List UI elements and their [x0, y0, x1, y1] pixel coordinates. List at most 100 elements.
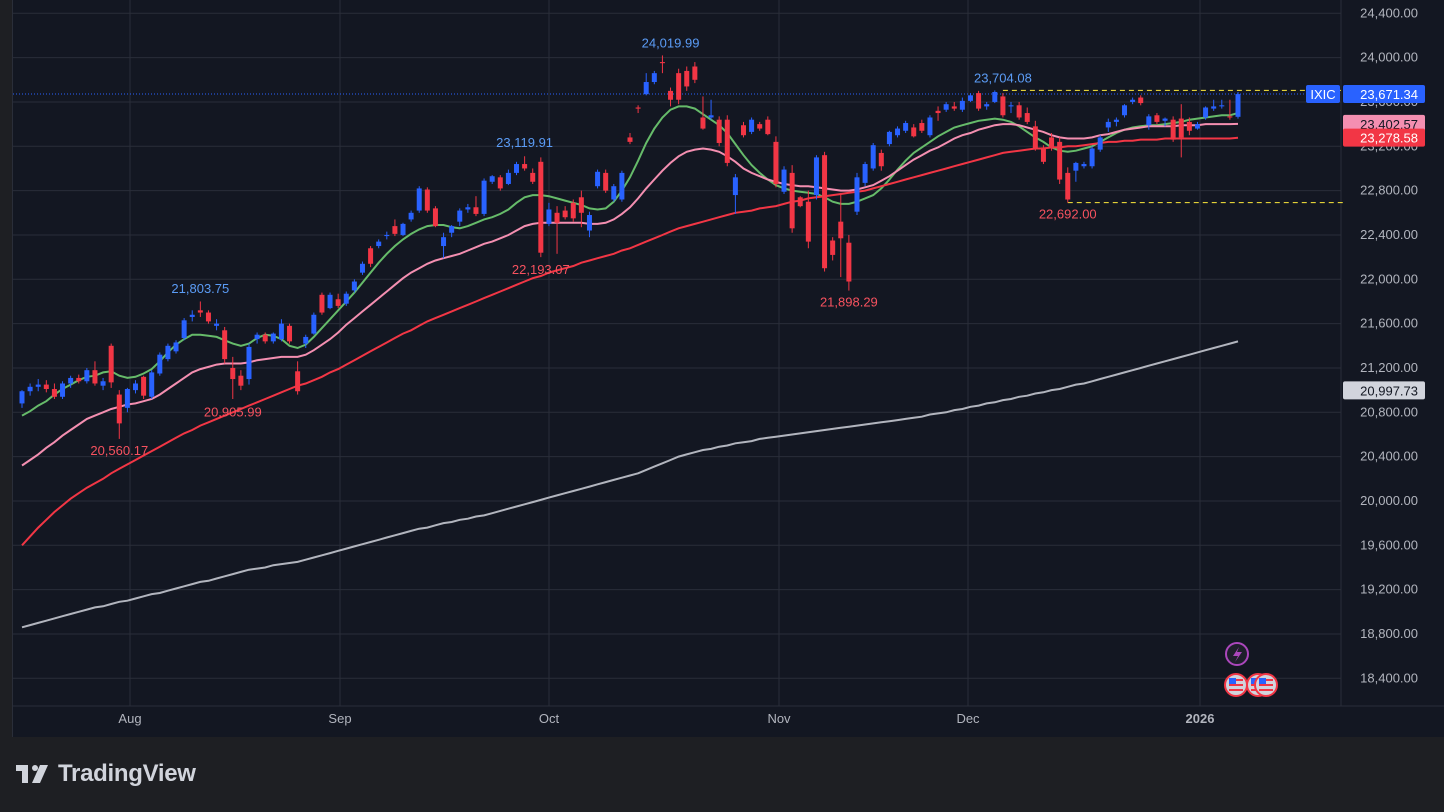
candle [295, 361, 301, 395]
candle [100, 377, 106, 391]
candle-body [400, 223, 406, 235]
candle [1146, 114, 1152, 130]
y-tick-label: 24,000.00 [1360, 50, 1418, 65]
candle-body [838, 221, 844, 239]
candle-body [676, 73, 682, 100]
candle-body [522, 164, 528, 169]
candle-body [919, 123, 925, 131]
candle [1178, 104, 1184, 158]
candle [1162, 117, 1168, 127]
x-tick-label: Dec [956, 711, 980, 726]
candle-body [473, 207, 479, 214]
x-tick-label: Oct [539, 711, 560, 726]
candle [846, 234, 852, 291]
candle-body [424, 189, 430, 211]
candle [992, 90, 998, 104]
candle-body [1194, 124, 1200, 129]
candle [359, 261, 365, 275]
candle-body [43, 384, 49, 390]
candle-body [1235, 94, 1241, 117]
candle [473, 196, 479, 217]
candle [60, 381, 66, 399]
price-annotation: 23,704.08 [974, 70, 1032, 85]
candle-body [149, 372, 155, 397]
candle-body [554, 212, 560, 223]
candle-body [1081, 164, 1087, 167]
moving-average-line [21, 136, 1239, 546]
candle [157, 352, 163, 376]
candle [538, 157, 544, 258]
candle-body [1097, 137, 1103, 150]
candle-body [449, 226, 455, 233]
candle-body [27, 386, 33, 392]
candle-body [781, 169, 787, 192]
candle-body [408, 212, 414, 220]
price-label-text: 20,997.73 [1360, 383, 1418, 398]
candle [497, 175, 503, 191]
candle-body [514, 164, 520, 173]
candle-body [619, 172, 625, 200]
candle [303, 334, 309, 349]
footer [0, 737, 1444, 812]
candle [384, 231, 390, 240]
candle [619, 170, 625, 202]
price-axis-label: 23,402.57 [1343, 114, 1425, 133]
price-label-bg [1343, 128, 1425, 147]
candle [878, 149, 884, 171]
candle [335, 293, 341, 309]
candle [562, 206, 568, 220]
candle-body [311, 314, 317, 334]
candle [165, 343, 171, 362]
candle-body [1040, 147, 1046, 162]
price-chart[interactable]: 18,400.00 18,800.00 19,200.00 19,600.00 20,0… [13, 0, 1444, 737]
y-tick-label: 18,400.00 [1360, 670, 1418, 685]
candle [149, 370, 155, 399]
tradingview-mark-icon [16, 765, 48, 783]
candle-body [1073, 162, 1079, 171]
tradingview-logo[interactable]: TradingView [16, 760, 196, 788]
candle [797, 196, 803, 208]
us-flag-stripe [1229, 689, 1243, 691]
candle [1130, 97, 1136, 105]
candle [659, 55, 665, 74]
us-flag-stripe [1259, 684, 1273, 686]
candle [1000, 93, 1006, 118]
candle [51, 383, 57, 399]
y-tick-label: 19,200.00 [1360, 582, 1418, 597]
candle-body [60, 383, 66, 397]
candle [854, 172, 860, 216]
candle-body [976, 93, 982, 109]
candle-body [76, 377, 82, 382]
candle-body [708, 115, 714, 118]
price-axis-label: 23,278.58 [1343, 128, 1425, 147]
candle [862, 161, 868, 187]
candle-body [157, 354, 163, 374]
candle-body [603, 172, 609, 191]
candle [886, 130, 892, 147]
y-tick-label: 20,400.00 [1360, 449, 1418, 464]
candle-body [1049, 137, 1055, 149]
candle [1138, 95, 1144, 106]
candle-body [586, 215, 592, 231]
chart-frame[interactable]: 18,400.00 18,800.00 19,200.00 19,600.00 20,0… [12, 0, 1444, 738]
candle-body [1186, 121, 1192, 131]
candle-body [911, 127, 917, 137]
candle-body [700, 117, 706, 129]
candle-body [441, 237, 447, 247]
price-label-bg [1343, 85, 1425, 104]
candle-body [416, 188, 422, 211]
candle [351, 279, 357, 293]
y-tick-label: 20,800.00 [1360, 404, 1418, 419]
candle [903, 120, 909, 133]
candle-body [530, 172, 536, 182]
candle-body [959, 100, 965, 110]
candle-body [830, 240, 836, 255]
candle-body [173, 342, 179, 352]
candle [935, 106, 941, 121]
y-tick-label: 24,400.00 [1360, 5, 1418, 20]
candle-body [1122, 105, 1128, 116]
candle [416, 186, 422, 213]
candle [708, 99, 714, 120]
y-tick-label: 21,600.00 [1360, 316, 1418, 331]
candle [343, 291, 349, 306]
